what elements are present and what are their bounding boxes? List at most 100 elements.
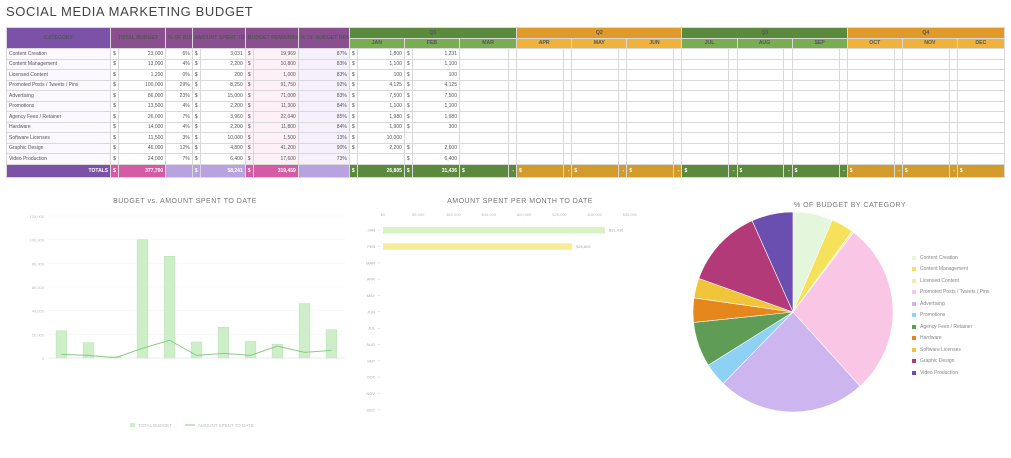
currency-cell[interactable]: $ [244,121,254,133]
month-currency-cell[interactable] [846,79,895,91]
month-value-cell[interactable]: 10,000 [356,132,405,144]
month-currency-cell[interactable] [791,153,840,165]
month-value-cell[interactable] [838,58,848,70]
month-value-cell[interactable] [783,121,793,133]
month-value-cell[interactable] [838,153,848,165]
month-value-cell[interactable] [783,69,793,81]
month-value-cell[interactable] [838,90,848,102]
month-value-cell[interactable] [893,111,903,123]
amount-spent-cell[interactable]: 200 [199,69,246,81]
month-currency-cell[interactable] [736,121,785,133]
month-value-cell[interactable] [563,48,573,60]
month-value-cell[interactable] [618,142,628,154]
month-value-cell[interactable] [893,132,903,144]
month-currency-cell[interactable] [901,58,950,70]
category-cell[interactable]: Advertising [5,90,112,102]
month-currency-cell[interactable]: $ [348,48,358,60]
pct-remaining-cell[interactable]: 13% [297,132,350,144]
pct-remaining-cell[interactable]: 87% [297,48,350,60]
month-value-cell[interactable]: 2,200 [356,142,405,154]
header-month-5[interactable]: JUN [626,37,683,49]
month-currency-cell[interactable] [516,121,565,133]
month-value-cell[interactable] [728,48,738,60]
month-currency-cell[interactable] [791,69,840,81]
month-value-cell[interactable] [618,90,628,102]
month-currency-cell[interactable] [571,111,620,123]
month-value-cell[interactable] [563,111,573,123]
month-value-cell[interactable] [618,48,628,60]
amount-spent-cell[interactable]: 10,000 [199,132,246,144]
amount-spent-cell[interactable]: 6,400 [199,153,246,165]
month-value-cell[interactable] [563,132,573,144]
currency-cell[interactable]: $ [244,153,254,165]
month-currency-cell[interactable] [626,153,675,165]
totals-month-value[interactable]: - [893,163,903,178]
total-budget-cell[interactable]: 1,200 [118,69,167,81]
totals-label[interactable]: TOTALS [5,163,112,178]
total-budget-cell[interactable]: 13,500 [118,100,167,112]
month-value-cell[interactable] [893,79,903,91]
month-currency-cell[interactable] [901,142,950,154]
total-budget-cell[interactable]: 24,000 [118,153,167,165]
month-value-cell[interactable] [948,48,958,60]
month-currency-cell[interactable] [901,79,950,91]
month-currency-cell[interactable] [736,48,785,60]
budget-remaining-cell[interactable]: 17,600 [252,153,299,165]
month-value-cell[interactable] [618,58,628,70]
totals-pct[interactable] [165,163,193,178]
month-value-cell[interactable] [356,153,405,165]
month-currency-cell[interactable] [791,79,840,91]
month-currency-cell[interactable] [681,121,730,133]
header-quarter-2[interactable]: Q2 [516,27,683,39]
currency-cell[interactable]: $ [191,58,201,70]
month-value-cell[interactable] [948,153,958,165]
totals-month-value[interactable]: - [838,163,848,178]
month-currency-cell[interactable] [791,111,840,123]
month-value-cell[interactable]: 2,600 [412,142,460,154]
budget-remaining-cell[interactable]: 1,500 [252,132,299,144]
month-value-cell[interactable] [948,111,958,123]
month-currency-cell[interactable] [681,142,730,154]
month-value-cell[interactable] [673,111,683,123]
month-value-cell[interactable] [618,100,628,112]
month-value-cell[interactable] [893,69,903,81]
category-cell[interactable]: Agency Fees / Retainer [5,111,112,123]
month-currency-cell[interactable] [901,48,950,60]
month-currency-cell[interactable] [846,142,895,154]
currency-cell[interactable]: $ [791,163,840,178]
currency-cell[interactable]: $ [110,163,120,178]
pct-remaining-cell[interactable]: 83% [297,58,350,70]
month-value-cell[interactable] [673,153,683,165]
pct-budget-cell[interactable]: 4% [165,121,193,133]
amount-spent-cell[interactable]: 4,800 [199,142,246,154]
amount-spent-cell[interactable]: 2,200 [199,58,246,70]
currency-cell[interactable]: $ [681,163,730,178]
month-currency-cell[interactable] [846,121,895,133]
budget-remaining-cell[interactable]: 10,800 [252,58,299,70]
month-value-cell[interactable]: 1,100 [412,58,460,70]
month-value-cell[interactable] [728,79,738,91]
pct-budget-cell[interactable]: 4% [165,100,193,112]
total-budget-cell[interactable]: 46,000 [118,142,167,154]
month-value-cell[interactable] [838,69,848,81]
currency-cell[interactable]: $ [110,100,120,112]
currency-cell[interactable]: $ [244,132,254,144]
month-currency-cell[interactable] [791,90,840,102]
currency-cell[interactable]: $ [110,142,120,154]
month-value-cell[interactable] [838,48,848,60]
category-cell[interactable]: Hardware [5,121,112,133]
month-currency-cell[interactable]: $ [348,111,358,123]
totals-month-value[interactable]: - [563,163,573,178]
header-month-1[interactable]: FEB [403,37,461,49]
currency-cell[interactable]: $ [901,163,950,178]
currency-cell[interactable]: $ [244,58,254,70]
month-currency-cell[interactable] [901,69,950,81]
month-currency-cell[interactable]: $ [348,79,358,91]
currency-cell[interactable]: $ [244,100,254,112]
month-currency-cell[interactable] [791,48,840,60]
budget-bar[interactable] [55,330,68,359]
totals-month-value[interactable]: - [673,163,683,178]
month-currency-cell[interactable] [736,79,785,91]
month-currency-cell[interactable] [459,142,509,154]
month-value-cell[interactable] [507,153,518,165]
